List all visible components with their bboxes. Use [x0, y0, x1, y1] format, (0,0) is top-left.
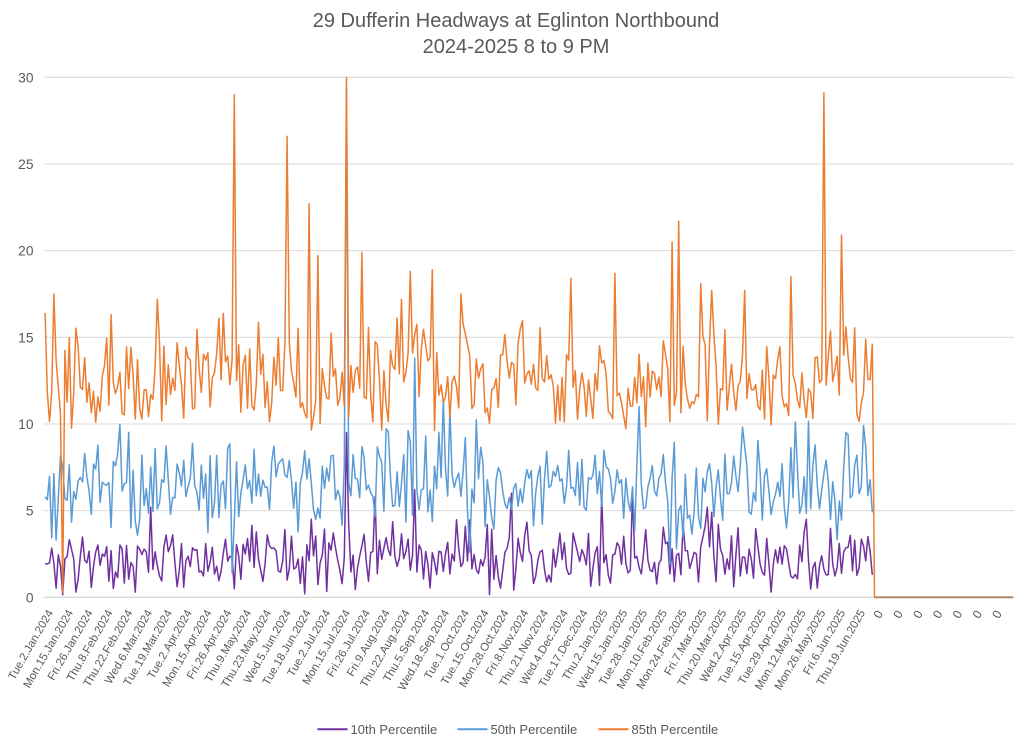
svg-text:29 Dufferin Headways at Eglint: 29 Dufferin Headways at Eglinton Northbo… [313, 10, 720, 32]
svg-text:85th Percentile: 85th Percentile [632, 722, 719, 737]
svg-text:15: 15 [18, 330, 34, 345]
svg-text:10th Percentile: 10th Percentile [351, 722, 438, 737]
svg-text:10: 10 [18, 417, 34, 432]
svg-text:20: 20 [18, 244, 34, 259]
svg-text:2024-2025 8 to 9 PM: 2024-2025 8 to 9 PM [423, 36, 610, 58]
svg-text:25: 25 [18, 157, 34, 172]
svg-text:0: 0 [26, 590, 34, 605]
svg-text:50th Percentile: 50th Percentile [491, 722, 578, 737]
svg-text:30: 30 [18, 70, 34, 85]
svg-text:5: 5 [26, 504, 34, 519]
